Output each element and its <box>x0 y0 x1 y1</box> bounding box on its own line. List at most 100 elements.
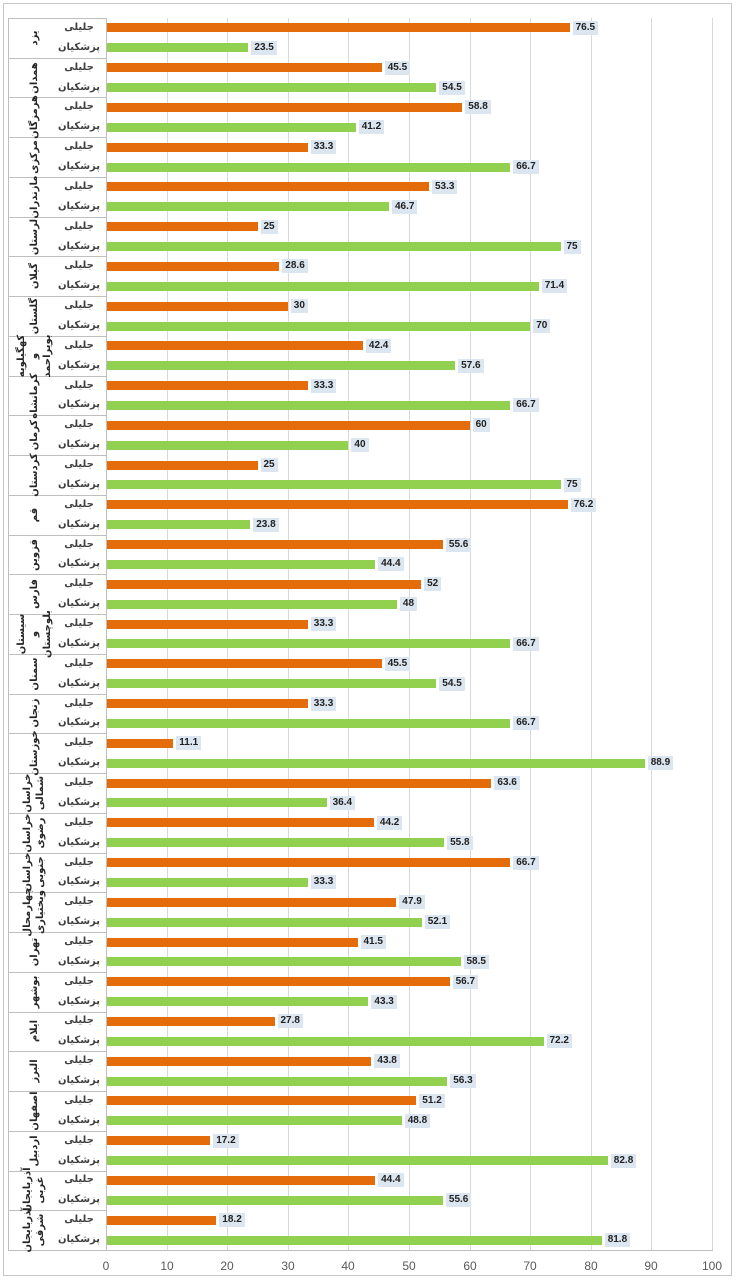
bar-series-2-20 <box>107 798 327 807</box>
data-label-series-2-15: 48 <box>399 597 418 611</box>
data-label-series-1-16: 33.3 <box>310 617 337 631</box>
bar-series-2-29 <box>107 1156 608 1165</box>
data-label-series-1-19: 11.1 <box>176 736 202 750</box>
data-label-series-2-31: 81.8 <box>604 1233 631 1247</box>
category-separator-30 <box>8 1210 106 1211</box>
bar-series-2-11 <box>107 441 349 450</box>
category-sublabel-series-1-15: جلیلی <box>64 578 94 589</box>
category-sublabel-series-1-25: جلیلی <box>64 976 94 987</box>
data-label-series-2-26: 72.2 <box>546 1034 572 1048</box>
bar-series-2-5 <box>107 202 389 211</box>
category-sublabel-series-1-6: جلیلی <box>64 221 94 232</box>
data-label-series-1-14: 55.6 <box>445 538 472 552</box>
category-sublabel-series-1-19: جلیلی <box>64 737 94 748</box>
bar-series-1-16 <box>107 620 308 629</box>
category-sublabel-series-2-24: پزشکیان <box>58 956 100 967</box>
gridline-10 <box>167 18 168 1250</box>
category-sublabel-series-1-2: جلیلی <box>64 62 94 73</box>
bar-series-2-25 <box>107 997 369 1006</box>
category-axis-outer-edge <box>8 18 9 1251</box>
data-label-series-2-17: 54.5 <box>439 677 465 691</box>
chart-frame <box>3 3 732 1276</box>
data-label-series-2-8: 70 <box>533 319 551 333</box>
category-sublabel-series-2-26: پزشکیان <box>58 1035 100 1046</box>
category-separator-7 <box>8 296 106 297</box>
bar-series-2-16 <box>107 639 511 648</box>
gridline-90 <box>651 18 652 1250</box>
category-separator-8 <box>8 336 106 337</box>
category-separator-0 <box>8 18 106 19</box>
bar-series-1-30 <box>107 1176 376 1185</box>
bar-series-1-2 <box>107 63 382 72</box>
data-label-series-2-28: 48.8 <box>404 1114 431 1128</box>
data-label-series-2-27: 56.3 <box>450 1074 476 1088</box>
category-separator-26 <box>8 1051 106 1052</box>
data-label-series-2-24: 58.5 <box>463 955 489 969</box>
bar-series-1-26 <box>107 1017 275 1026</box>
bar-series-2-23 <box>107 918 422 927</box>
category-separator-27 <box>8 1091 106 1092</box>
category-separator-20 <box>8 813 106 814</box>
data-label-series-2-25: 43.3 <box>371 995 397 1009</box>
bar-series-2-9 <box>107 361 456 370</box>
data-label-series-1-30: 44.4 <box>378 1173 404 1187</box>
gridline-80 <box>591 18 592 1250</box>
data-label-series-1-4: 33.3 <box>310 140 337 154</box>
bar-series-2-12 <box>107 480 561 489</box>
category-separator-1 <box>8 58 106 59</box>
data-label-series-1-13: 76.2 <box>570 498 597 512</box>
data-label-series-2-19: 88.9 <box>647 756 674 770</box>
category-sublabel-series-1-12: جلیلی <box>64 459 94 470</box>
category-separator-31 <box>8 1250 106 1251</box>
bar-series-1-10 <box>107 381 308 390</box>
data-label-series-2-12: 75 <box>563 478 581 492</box>
category-separator-14 <box>8 574 106 575</box>
data-label-series-2-13: 23.8 <box>253 518 279 532</box>
category-sublabel-series-2-14: پزشکیان <box>58 558 100 569</box>
x-tick-label-70: 70 <box>523 1259 537 1273</box>
category-sublabel-series-1-13: جلیلی <box>64 499 94 510</box>
category-sublabel-series-1-10: جلیلی <box>64 380 94 391</box>
bar-series-2-19 <box>107 759 645 768</box>
data-label-series-1-9: 42.4 <box>365 339 392 353</box>
data-label-series-1-23: 47.9 <box>399 895 425 909</box>
bar-series-2-30 <box>107 1196 443 1205</box>
bar-series-1-6 <box>107 222 258 231</box>
bar-series-1-31 <box>107 1216 217 1225</box>
category-sublabel-series-2-27: پزشکیان <box>58 1075 100 1086</box>
data-label-series-2-3: 41.2 <box>358 120 385 134</box>
data-label-series-1-10: 33.3 <box>310 379 337 393</box>
category-separator-13 <box>8 535 106 536</box>
category-separator-24 <box>8 972 106 973</box>
bar-series-2-31 <box>107 1236 602 1245</box>
category-sublabel-series-2-29: پزشکیان <box>58 1155 100 1166</box>
category-separator-10 <box>8 415 106 416</box>
category-separator-22 <box>8 892 106 893</box>
bar-series-1-25 <box>107 977 450 986</box>
category-separator-18 <box>8 733 106 734</box>
data-label-series-2-7: 71.4 <box>541 279 568 293</box>
data-label-series-1-26: 27.8 <box>277 1014 303 1028</box>
category-separator-9 <box>8 376 106 377</box>
category-sublabel-series-1-3: جلیلی <box>64 101 94 112</box>
category-sublabel-series-1-1: جلیلی <box>64 22 94 33</box>
category-sublabel-series-2-7: پزشکیان <box>58 280 100 291</box>
gridline-60 <box>470 18 471 1250</box>
data-label-series-1-25: 56.7 <box>452 975 479 989</box>
bar-series-2-2 <box>107 83 437 92</box>
data-label-series-2-4: 66.7 <box>513 160 539 174</box>
category-sublabel-series-2-22: پزشکیان <box>58 876 100 887</box>
category-sublabel-series-2-3: پزشکیان <box>58 121 100 132</box>
bar-series-1-7 <box>107 262 280 271</box>
bar-series-1-9 <box>107 341 363 350</box>
data-label-series-1-8: 30 <box>290 299 308 313</box>
category-sublabel-series-2-13: پزشکیان <box>58 519 100 530</box>
data-label-series-2-30: 55.6 <box>445 1193 472 1207</box>
category-separator-29 <box>8 1171 106 1172</box>
data-label-series-2-29: 82.8 <box>610 1154 637 1168</box>
x-tick-label-30: 30 <box>281 1259 295 1273</box>
category-separator-11 <box>8 455 106 456</box>
bar-series-1-22 <box>107 858 511 867</box>
category-sublabel-series-2-28: پزشکیان <box>58 1115 100 1126</box>
category-separator-28 <box>8 1131 106 1132</box>
